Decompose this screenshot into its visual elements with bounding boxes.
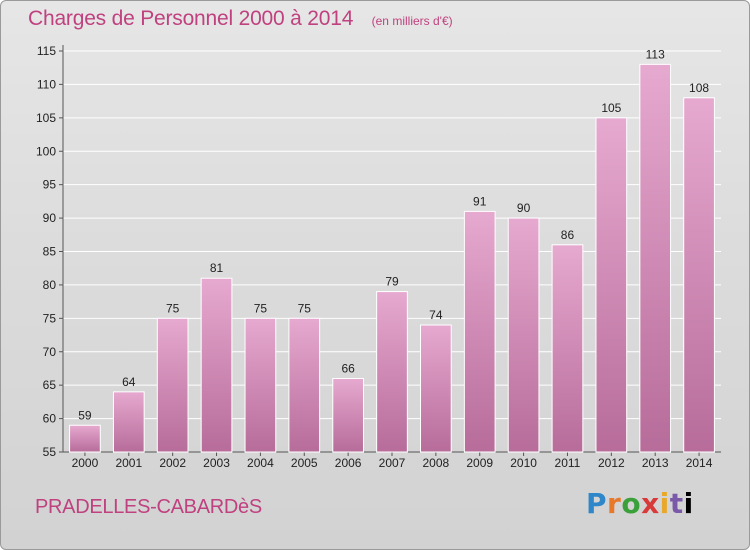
x-tick-label-2011: 2011 (555, 456, 581, 470)
y-tick-label: 100 (36, 144, 56, 158)
value-label-2007: 79 (385, 275, 399, 289)
x-tick-label-2003: 2003 (203, 456, 230, 470)
x-tick-label-2012: 2012 (598, 456, 625, 470)
y-tick-label: 90 (43, 211, 57, 225)
value-label-2014: 108 (689, 81, 709, 95)
y-tick-label: 85 (43, 245, 57, 259)
bar-2004 (244, 317, 277, 453)
axes: 55 60 65 70 75 80 85 90 95 100 105 110 115 2000 2001 20… (36, 44, 721, 470)
x-tick-label-2006: 2006 (335, 456, 362, 470)
y-tick-label: 110 (37, 77, 56, 91)
x-tick-label-2005: 2005 (291, 456, 318, 470)
bar-2014 (683, 97, 715, 453)
bar-2002 (156, 317, 189, 453)
data-labels: 59 64 75 81 75 75 66 79 74 91 90 86 105 113 108 (78, 47, 709, 422)
y-tick-label: 55 (43, 445, 57, 459)
y-tick-label: 65 (43, 378, 57, 392)
y-tick-label: 70 (43, 345, 57, 359)
proxiti-logo[interactable]: Proxiti (586, 487, 694, 520)
x-tick-label-2014: 2014 (686, 456, 713, 470)
y-tick-label: 115 (37, 44, 56, 58)
bar-2009 (463, 210, 496, 453)
commune-name: PRADELLES-CABARDèS (35, 496, 262, 518)
bar-2013 (639, 63, 672, 453)
value-label-2011: 86 (561, 228, 575, 242)
bars (69, 63, 715, 453)
bar-2011 (551, 244, 584, 453)
bar-2006 (332, 377, 364, 453)
value-label-2004: 75 (254, 301, 268, 315)
x-tick-label-2000: 2000 (72, 456, 99, 470)
x-tick-label-2007: 2007 (379, 456, 406, 470)
bar-2001 (112, 391, 145, 453)
x-tick-label-2010: 2010 (510, 456, 537, 470)
y-tick-label: 75 (43, 311, 57, 325)
x-tick-label-2002: 2002 (159, 456, 186, 470)
chart-subtitle: (en milliers d'€) (371, 14, 453, 28)
value-label-2013: 113 (646, 47, 665, 61)
bar-2005 (288, 317, 321, 453)
bar-2003 (200, 277, 233, 453)
value-label-2001: 64 (122, 375, 136, 389)
bar-2010 (507, 217, 540, 453)
value-label-2000: 59 (78, 408, 92, 422)
y-tick-label: 60 (43, 412, 57, 426)
x-tick-label-2001: 2001 (115, 456, 142, 470)
value-label-2012: 105 (601, 101, 621, 115)
value-label-2006: 66 (341, 361, 355, 375)
x-tick-label-2004: 2004 (247, 456, 274, 470)
chart-header: Charges de Personnel 2000 à 2014 (en mil… (28, 7, 453, 31)
bar-2000 (69, 424, 101, 453)
value-label-2002: 75 (166, 301, 180, 315)
chart-title: Charges de Personnel 2000 à 2014 (28, 7, 354, 30)
value-label-2010: 90 (517, 201, 531, 215)
x-tick-label-2013: 2013 (642, 456, 669, 470)
value-label-2008: 74 (429, 308, 443, 322)
bar-2012 (595, 117, 628, 453)
value-label-2003: 81 (210, 261, 224, 275)
y-tick-label: 80 (43, 278, 57, 292)
y-tick-label: 95 (43, 178, 57, 192)
y-tick-label: 105 (36, 111, 56, 125)
bar-2008 (420, 324, 452, 453)
bar-2007 (376, 291, 408, 453)
value-label-2005: 75 (298, 301, 312, 315)
value-label-2009: 91 (473, 194, 487, 208)
x-tick-label-2008: 2008 (423, 456, 450, 470)
x-tick-label-2009: 2009 (466, 456, 493, 470)
